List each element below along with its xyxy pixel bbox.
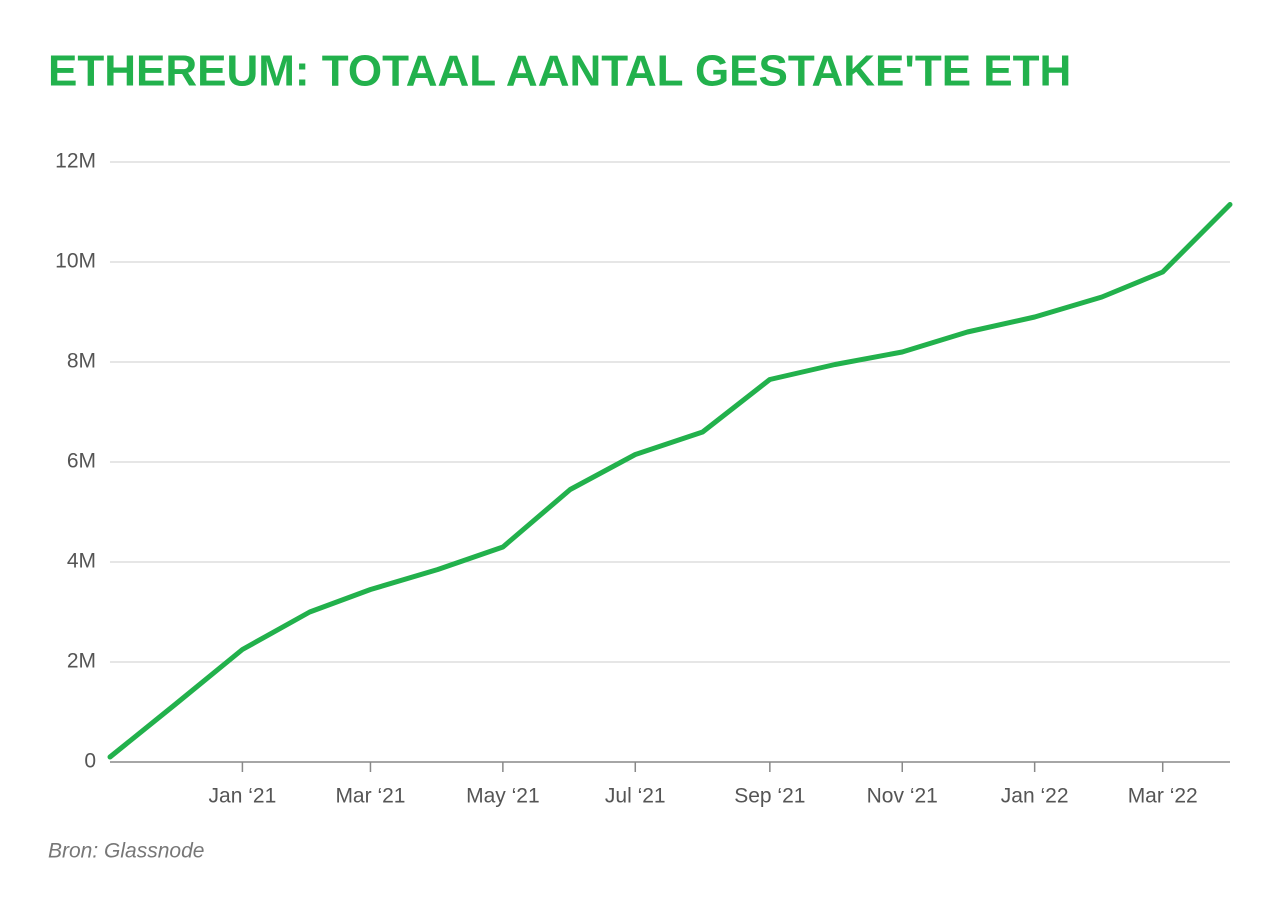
y-tick-label: 2M — [67, 650, 96, 673]
y-tick-label: 4M — [67, 550, 96, 573]
x-tick-label: Jan ‘22 — [1001, 785, 1069, 808]
x-tick-label: Sep ‘21 — [734, 785, 805, 808]
y-tick-label: 0 — [84, 750, 96, 773]
y-tick-label: 12M — [55, 150, 96, 173]
x-tick-label: Nov ‘21 — [867, 785, 938, 808]
y-tick-label: 6M — [67, 450, 96, 473]
x-tick-label: Mar ‘22 — [1128, 785, 1198, 808]
y-tick-label: 8M — [67, 350, 96, 373]
y-tick-label: 10M — [55, 250, 96, 273]
x-tick-label: Jan ‘21 — [209, 785, 277, 808]
source: Bron: Glassnode — [48, 840, 204, 863]
x-tick-label: Mar ‘21 — [335, 785, 405, 808]
data-line — [107, 202, 1233, 760]
x-tick-label: May ‘21 — [466, 785, 540, 808]
chart-title: ETHEREUM: TOTAAL AANTAL GESTAKE'TE ETH — [48, 47, 1071, 96]
x-tick-label: Jul ‘21 — [605, 785, 666, 808]
